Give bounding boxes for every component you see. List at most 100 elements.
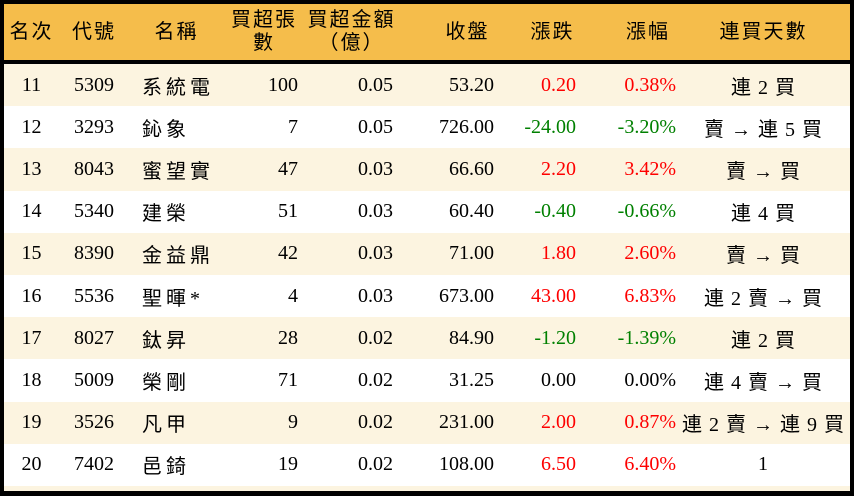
cell-streak: 連 2 賣 → 買 (704, 287, 823, 310)
cell-name: 建榮 (142, 203, 190, 226)
cell-close: 108.00 (439, 453, 494, 476)
column-header-label: 買超金額 (307, 9, 396, 31)
table-row: 14 5340 建榮 51 0.03 60.40 -0.40 -0.66% 連 4 買 (4, 191, 850, 233)
cell-name: 蜜望實 (142, 160, 214, 183)
cell-change: -0.40 (534, 200, 576, 223)
cell-volume: 100 (268, 73, 298, 96)
cell-pct: 0.00% (624, 368, 676, 391)
cell-close: 231.00 (439, 411, 494, 434)
cell-pct: 0.38% (624, 73, 676, 96)
column-header-rank: 名次 (4, 4, 59, 64)
cell-amount: 0.05 (358, 115, 393, 138)
cell-pct: -3.20% (617, 115, 676, 138)
cell-pct: 6.40% (624, 453, 676, 476)
cell-code: 3526 (74, 411, 114, 434)
cell-rank: 11 (21, 73, 42, 96)
table-row: 20 7402 邑錡 19 0.02 108.00 6.50 6.40% 1 (4, 444, 850, 486)
cell-rank: 15 (21, 242, 42, 265)
cell-close: 60.40 (449, 200, 494, 223)
cell-amount: 0.03 (358, 157, 393, 180)
cell-close: 726.00 (439, 115, 494, 138)
cell-rank: 17 (21, 326, 42, 349)
cell-change: -1.20 (534, 326, 576, 349)
cell-streak: 連 4 賣 → 買 (704, 371, 823, 394)
column-header-code: 代號 (59, 4, 129, 64)
column-header-label: 漲幅 (626, 20, 670, 43)
cell-close: 31.25 (449, 368, 494, 391)
cell-streak: 連 2 買 (731, 76, 796, 99)
cell-rank: 12 (21, 115, 42, 138)
cell-pct: 3.42% (624, 157, 676, 180)
table-row: 17 8027 鈦昇 28 0.02 84.90 -1.20 -1.39% 連 2 買 (4, 317, 850, 360)
cell-change: 0.00 (541, 368, 576, 391)
cell-amount: 0.03 (358, 242, 393, 265)
column-header-label: 收盤 (445, 20, 490, 43)
cell-amount: 0.03 (358, 284, 393, 307)
cell-name: 榮剛 (142, 371, 190, 394)
column-header-label: 漲跌 (530, 20, 575, 43)
column-header-label: 名稱 (154, 20, 199, 43)
table-header: 名次 代號 名稱 買超張數 買超金額 （億） 收盤 漲跌 漲幅 連買天數 (4, 4, 850, 64)
cell-volume: 42 (278, 242, 298, 265)
cell-change: 0.20 (541, 73, 576, 96)
cell-name: 鈦昇 (142, 329, 190, 352)
column-header-label: 連買天數 (719, 20, 808, 43)
table-row: 19 3526 凡甲 9 0.02 231.00 2.00 0.87% 連 2 賣 → 連 9 … (4, 401, 850, 444)
cell-volume: 47 (278, 157, 298, 180)
cell-close: 673.00 (439, 284, 494, 307)
column-header-label: 代號 (72, 20, 116, 43)
column-header-label: 名次 (9, 20, 54, 43)
cell-amount: 0.02 (358, 326, 393, 349)
header-row: 名次 代號 名稱 買超張數 買超金額 （億） 收盤 漲跌 漲幅 連買天數 (4, 4, 850, 64)
cell-pct: -1.39% (617, 326, 676, 349)
cell-name: 系統電 (142, 76, 214, 99)
cell-rank: 20 (21, 453, 42, 476)
stock-table: 名次 代號 名稱 買超張數 買超金額 （億） 收盤 漲跌 漲幅 連買天數 11 5309 系統電 100… (4, 4, 850, 486)
cell-name: 邑錡 (142, 456, 190, 479)
table-row: 12 3293 鈊象 7 0.05 726.00 -24.00 -3.20% 賣 → 連 5 買 (4, 106, 850, 148)
column-header-close: 收盤 (399, 4, 496, 64)
cell-change: 1.80 (541, 242, 576, 265)
cell-pct: -0.66% (617, 200, 676, 223)
table-row: 16 5536 聖暉* 4 0.03 673.00 43.00 6.83% 連 2 賣 → 買 (4, 275, 850, 317)
cell-close: 53.20 (449, 73, 494, 96)
cell-code: 8390 (74, 242, 114, 265)
cell-name: 金益鼎 (142, 245, 214, 268)
cell-rank: 14 (21, 200, 42, 223)
cell-streak: 賣 → 連 5 買 (704, 118, 823, 141)
cell-name: 凡甲 (142, 414, 190, 437)
cell-pct: 6.83% (624, 284, 676, 307)
cell-close: 84.90 (449, 326, 494, 349)
cell-volume: 19 (278, 453, 298, 476)
column-header-streak: 連買天數 (677, 4, 850, 64)
cell-volume: 9 (288, 411, 298, 434)
cell-change: -24.00 (524, 115, 576, 138)
cell-streak: 賣 → 買 (726, 245, 801, 268)
column-header-label: 買超張數 (231, 9, 297, 54)
table-row: 18 5009 榮剛 71 0.02 31.25 0.00 0.00% 連 4 賣 → 買 (4, 359, 850, 401)
cell-code: 3293 (74, 115, 114, 138)
cell-code: 5340 (74, 200, 114, 223)
cell-rank: 19 (21, 411, 42, 434)
table-body: 11 5309 系統電 100 0.05 53.20 0.20 0.38% 連 2 買 12 329… (4, 62, 850, 486)
cell-code: 8043 (74, 157, 114, 180)
column-header-name: 名稱 (129, 4, 224, 64)
cell-name: 鈊象 (142, 118, 190, 141)
cell-change: 2.20 (541, 157, 576, 180)
cell-volume: 7 (288, 115, 298, 138)
cell-streak: 連 2 賣 → 連 9 買 (682, 414, 845, 437)
cell-change: 43.00 (531, 284, 576, 307)
column-header-sublabel: （億） (318, 32, 385, 54)
cell-name: 聖暉* (142, 287, 204, 310)
cell-rank: 13 (21, 157, 42, 180)
cell-volume: 4 (288, 284, 298, 307)
cell-rank: 16 (21, 284, 42, 307)
table-row: 11 5309 系統電 100 0.05 53.20 0.20 0.38% 連 2 買 (4, 62, 850, 107)
cell-close: 66.60 (449, 157, 494, 180)
cell-code: 5536 (74, 284, 114, 307)
cell-code: 5009 (74, 368, 114, 391)
cell-rank: 18 (21, 368, 42, 391)
cell-close: 71.00 (449, 242, 494, 265)
column-header-amount: 買超金額 （億） (304, 4, 399, 64)
